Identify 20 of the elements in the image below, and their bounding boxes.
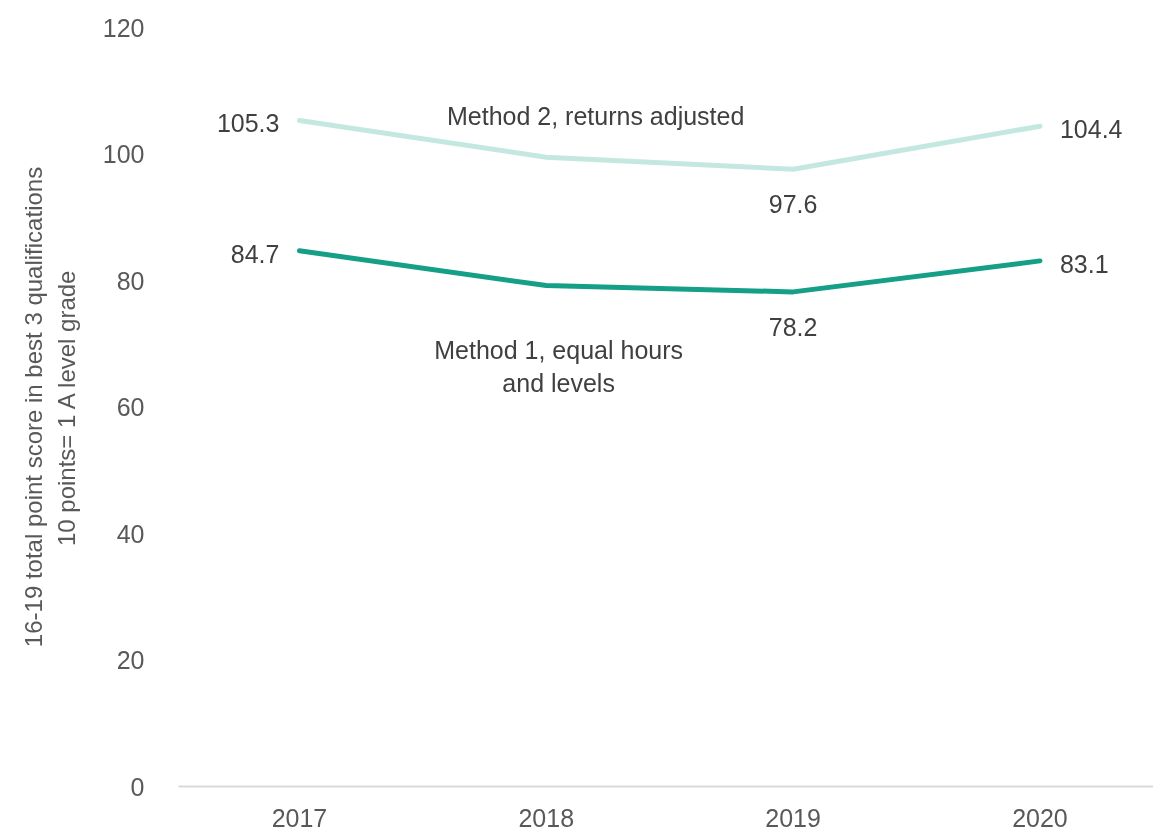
y-axis-title: 16-19 total point score in best 3 qualifications 10 points= 1 A level grade: [20, 166, 80, 648]
y-tick-label: 80: [116, 266, 145, 295]
data-label: 83.1: [1059, 249, 1109, 278]
data-label: 97.6: [768, 190, 818, 219]
series-label: Method 1, equal hours and levels: [434, 335, 684, 398]
x-tick-label: 2020: [1012, 803, 1068, 829]
data-label: 105.3: [216, 109, 280, 138]
x-tick-label: 2018: [518, 803, 575, 829]
y-tick-label: 120: [102, 13, 145, 42]
y-tick-label: 0: [130, 772, 145, 801]
x-tick-label: 2017: [271, 803, 328, 829]
y-tick-label: 60: [116, 393, 145, 421]
data-label: 104.4: [1059, 115, 1123, 144]
data-label: 84.7: [230, 239, 280, 268]
y-tick-label: 100: [102, 140, 145, 168]
data-label: 78.2: [768, 312, 818, 341]
series-label: Method 2, returns adjusted: [446, 101, 745, 130]
y-tick-label: 20: [116, 646, 145, 674]
x-tick-label: 2019: [765, 803, 821, 829]
y-tick-label: 40: [116, 519, 145, 548]
